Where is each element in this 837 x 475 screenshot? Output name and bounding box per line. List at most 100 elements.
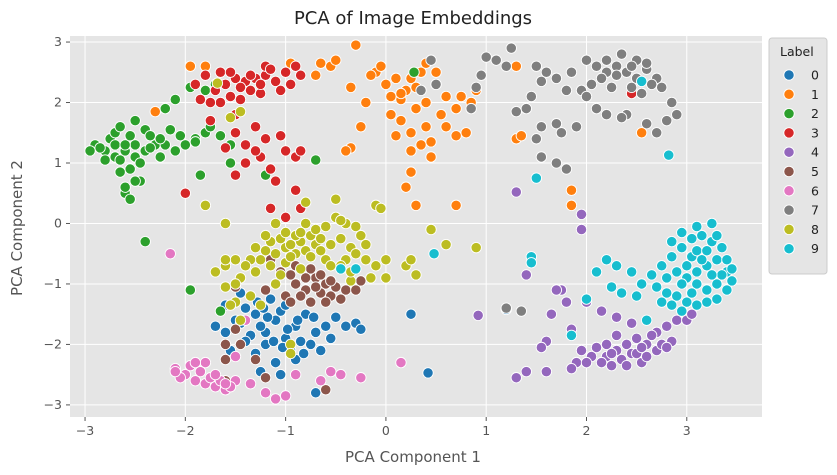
point-label-5 [320,296,332,308]
point-label-2 [310,154,322,166]
point-label-1 [345,81,357,94]
point-label-9 [666,235,678,248]
y-tick-label: −1 [44,276,62,291]
point-label-8 [269,248,282,260]
legend-marker-3 [783,127,795,139]
point-label-9 [696,254,708,266]
point-label-9 [615,287,628,299]
point-label-3 [214,96,227,109]
point-label-0 [295,335,307,348]
point-label-4 [636,341,648,354]
point-label-5 [305,296,317,308]
point-label-9 [676,226,688,239]
point-label-9 [701,245,713,257]
point-label-4 [575,223,588,236]
point-label-6 [279,390,292,402]
point-label-4 [580,356,593,369]
point-label-6 [325,365,337,378]
point-label-8 [224,299,237,311]
point-label-4 [625,317,638,329]
point-label-8 [284,238,297,251]
point-label-0 [274,369,287,381]
point-label-3 [269,175,282,187]
point-label-7 [500,60,512,72]
point-label-8 [315,245,327,257]
plot-background [70,36,762,417]
point-label-1 [420,96,432,109]
point-label-7 [560,163,573,175]
point-label-1 [636,127,648,139]
legend-marker-5 [783,165,795,178]
point-label-6 [355,372,367,384]
point-label-6 [164,248,176,260]
point-label-0 [281,323,294,335]
point-label-5 [315,269,327,281]
point-label-4 [520,269,532,281]
point-label-8 [244,290,257,302]
point-label-4 [686,308,698,320]
point-label-5 [259,284,272,296]
point-label-1 [395,87,407,100]
point-label-0 [209,320,222,332]
point-label-9 [676,278,688,290]
point-label-3 [264,63,277,75]
point-label-3 [239,139,252,151]
point-label-9 [716,269,728,281]
point-label-3 [290,60,302,72]
point-label-9 [666,299,678,311]
point-label-8 [284,251,297,263]
point-label-0 [340,320,352,332]
point-label-8 [380,272,392,284]
point-label-2 [154,133,166,145]
point-label-9 [681,296,693,308]
point-label-9 [646,269,658,281]
point-label-4 [610,311,623,323]
legend-label-3: 3 [811,125,819,140]
point-label-1 [310,69,322,81]
point-label-6 [219,378,232,390]
point-label-6 [315,375,327,387]
point-label-9 [726,263,738,275]
point-label-5 [219,338,232,351]
point-label-1 [455,90,467,103]
point-label-0 [292,314,304,326]
point-label-9 [525,257,537,269]
point-label-7 [615,111,628,124]
point-label-3 [194,93,207,106]
point-label-5 [335,293,347,305]
point-label-8 [224,111,237,124]
point-label-8 [269,278,282,290]
point-label-0 [308,311,320,323]
point-label-7 [525,90,537,103]
y-tick-label: −2 [44,336,62,351]
point-label-2 [144,142,156,154]
y-tick-label: −3 [44,397,62,412]
point-label-8 [259,245,272,257]
point-label-2 [119,181,131,193]
point-label-3 [279,145,292,157]
point-label-2 [179,139,191,151]
point-label-2 [214,305,227,317]
point-label-7 [636,87,648,100]
point-label-8 [360,238,372,251]
point-label-6 [244,378,257,390]
point-label-8 [300,196,312,208]
point-label-2 [159,102,171,115]
point-label-1 [450,199,462,211]
point-label-8 [234,314,247,326]
point-label-9 [711,229,723,242]
point-label-2 [214,130,227,142]
point-label-9 [701,296,713,308]
point-label-8 [425,223,437,236]
point-label-8 [375,202,387,215]
point-label-7 [540,66,553,78]
point-label-0 [239,302,252,314]
point-label-6 [189,375,202,387]
point-label-8 [211,77,224,89]
point-label-9 [721,284,733,296]
point-label-9 [610,260,623,272]
point-label-6 [169,365,181,378]
point-label-7 [590,102,603,115]
point-label-8 [264,260,277,272]
